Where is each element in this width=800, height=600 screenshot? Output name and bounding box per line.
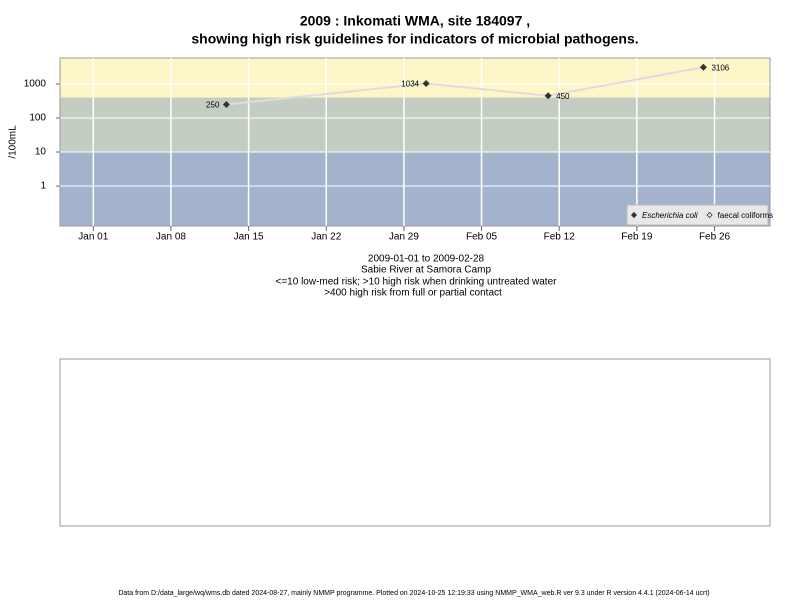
y-tick-label: 1	[40, 181, 46, 192]
chart-subtitle: showing high risk guidelines for indicat…	[191, 31, 638, 47]
y-tick-label: 100	[29, 113, 46, 124]
empty-panel	[59, 358, 771, 527]
legend-marker	[706, 211, 713, 219]
series-line	[226, 66, 704, 106]
x-tick-label: Feb 19	[621, 232, 653, 243]
x-tick-label: Feb 12	[544, 232, 576, 243]
x-tick-label: Jan 08	[156, 232, 186, 243]
risk-band	[60, 58, 770, 98]
data-label: 450	[556, 92, 570, 101]
legend-label: faecal coliforms	[718, 211, 774, 220]
y-tick-label: 1000	[24, 79, 47, 90]
note: >400 high risk from full or partial cont…	[324, 288, 502, 299]
x-tick-label: Jan 15	[234, 232, 264, 243]
risk-band	[60, 97, 770, 153]
data-label: 1034	[401, 80, 419, 89]
data-point	[699, 63, 707, 71]
x-tick-label: Jan 22	[311, 232, 341, 243]
legend-box	[626, 204, 769, 226]
x-tick-label: Feb 26	[699, 232, 731, 243]
note: Sabie River at Samora Camp	[361, 265, 491, 276]
data-point	[544, 92, 552, 100]
y-tick-label: 10	[35, 147, 47, 158]
data-label: 250	[206, 101, 220, 110]
note: 2009-01-01 to 2009-02-28	[368, 254, 485, 265]
plot-frame	[59, 57, 771, 227]
legend-label: Escherichia coli	[642, 211, 698, 220]
footer: Data from D:/data_large/wq/wms.db dated …	[118, 590, 709, 597]
data-point	[422, 79, 430, 87]
legend-marker	[630, 211, 638, 219]
data-point	[222, 100, 230, 108]
x-tick-label: Jan 29	[389, 232, 419, 243]
note: <=10 low-med risk; >10 high risk when dr…	[276, 277, 558, 288]
x-tick-label: Feb 05	[466, 232, 498, 243]
data-label: 3106	[711, 63, 729, 72]
y-axis-label: /100mL	[8, 125, 19, 159]
x-tick-label: Jan 01	[78, 232, 108, 243]
chart-title: 2009 : Inkomati WMA, site 184097 ,	[300, 13, 530, 29]
